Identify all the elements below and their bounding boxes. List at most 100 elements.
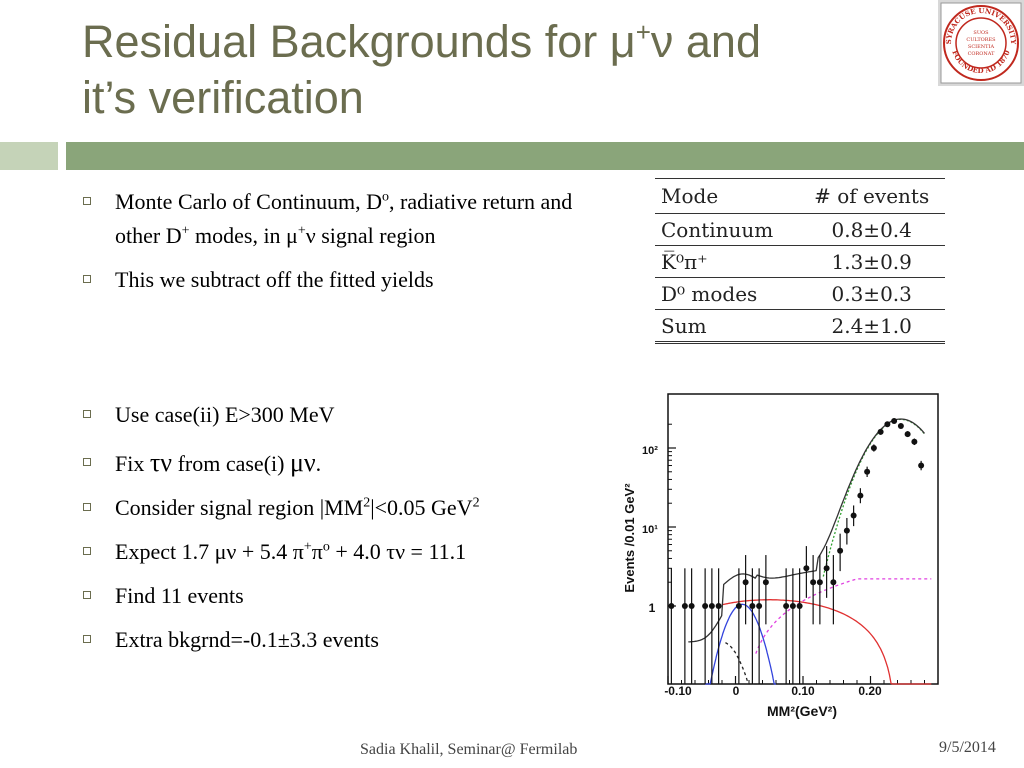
seal-motto-2: CULTORES xyxy=(966,37,996,43)
square-bullet-icon xyxy=(83,275,91,283)
bullet-text: Fix τν from case(i) μν. xyxy=(115,448,322,477)
bullet-item: Extra bkgrnd=-0.1±3.3 events xyxy=(80,623,595,657)
header-accent-bar xyxy=(66,142,1024,170)
data-point xyxy=(816,579,823,586)
data-point xyxy=(735,603,742,609)
bullet-text: Monte Carlo of Continuum, Do, radiative … xyxy=(115,189,573,248)
data-point xyxy=(783,603,790,609)
data-point xyxy=(891,417,898,424)
data-point xyxy=(837,547,844,554)
data-point xyxy=(911,438,918,445)
bullet-text: Consider signal region |MM2|<0.05 GeV2 xyxy=(115,495,480,520)
data-point xyxy=(864,468,871,475)
data-point xyxy=(688,603,695,609)
magenta-dashed-curve xyxy=(755,578,932,654)
bullet-text: This we subtract off the fitted yields xyxy=(115,267,434,292)
bullet-text: Extra bkgrnd=-0.1±3.3 events xyxy=(115,627,379,652)
x-tick-label: 0 xyxy=(733,684,740,698)
x-tick-label: 0.10 xyxy=(791,684,815,698)
square-bullet-icon xyxy=(83,547,91,555)
square-bullet-icon xyxy=(83,635,91,643)
x-tick-label: -0.10 xyxy=(664,684,692,698)
bullet-text: Find 11 events xyxy=(115,583,244,608)
data-point xyxy=(877,428,884,435)
square-bullet-icon xyxy=(83,503,91,511)
header-accent-bar-left xyxy=(0,142,58,170)
title-line-2: it’s verification xyxy=(82,72,364,123)
seal-motto-3: SCIENTIA xyxy=(968,44,995,50)
data-point xyxy=(823,565,830,572)
y-tick-label: 10² xyxy=(642,445,658,457)
data-point xyxy=(749,603,756,609)
data-point xyxy=(918,462,925,469)
data-point xyxy=(715,603,722,609)
data-point xyxy=(789,603,796,609)
plot-data-points xyxy=(668,417,925,684)
data-point xyxy=(803,565,810,572)
data-point xyxy=(668,603,675,609)
events-cell: 0.8±0.4 xyxy=(798,213,945,246)
bullet-item: Use case(ii) E>300 MeV xyxy=(80,398,595,432)
plot-frame xyxy=(667,393,939,685)
bullet-text: Expect 1.7 μν + 5.4 π+πo + 4.0 τν = 11.1 xyxy=(115,539,467,564)
data-point xyxy=(762,579,769,586)
table-header-events: # of events xyxy=(798,178,945,214)
plot-curves xyxy=(688,418,932,685)
data-point xyxy=(857,492,864,499)
data-point xyxy=(681,603,688,609)
events-cell: 2.4±1.0 xyxy=(798,309,945,344)
y-tick-label: 1 xyxy=(649,601,656,615)
data-point xyxy=(702,603,709,609)
events-cell: 1.3±0.9 xyxy=(798,245,945,278)
bullet-item: Consider signal region |MM2|<0.05 GeV2 xyxy=(80,491,595,525)
title-line-1: Residual Backgrounds for μ+ν and xyxy=(82,16,761,67)
seal-motto-1: SUOS xyxy=(973,30,989,36)
data-point xyxy=(796,603,803,609)
data-point xyxy=(850,512,857,519)
bullet-item: This we subtract off the fitted yields xyxy=(80,263,595,297)
data-point xyxy=(810,579,817,586)
data-point xyxy=(897,422,904,429)
events-cell: 0.3±0.3 xyxy=(798,277,945,310)
data-point xyxy=(843,527,850,534)
mm2-distribution-plot: -0.10 0 0.10 0.20 1 10¹ 10² MM²(GeV²) Ev… xyxy=(622,393,939,719)
background-events-table: Mode # of events Continuum 0.8±0.4 K̅⁰π⁺ 1… xyxy=(655,178,945,344)
bullet-list: Monte Carlo of Continuum, Do, radiative … xyxy=(80,185,595,657)
square-bullet-icon xyxy=(83,458,91,466)
table-row: D⁰ modes 0.3±0.3 xyxy=(655,277,945,310)
data-point xyxy=(708,603,715,609)
slide-date: 9/5/2014 xyxy=(939,739,996,756)
data-point xyxy=(884,421,891,428)
total-fit-curve xyxy=(688,418,925,643)
mode-cell: D⁰ modes xyxy=(655,277,799,310)
bullet-item: Monte Carlo of Continuum, Do, radiative … xyxy=(80,185,595,253)
bullet-item: Find 11 events xyxy=(80,579,595,613)
table-row: Continuum 0.8±0.4 xyxy=(655,213,945,246)
y-tick-label: 10¹ xyxy=(642,524,658,536)
mode-cell: K̅⁰π⁺ xyxy=(655,245,799,278)
footer-text: Sadia Khalil, Seminar@ Fermilab xyxy=(360,741,578,758)
x-tick-label: 0.20 xyxy=(858,684,882,698)
square-bullet-icon xyxy=(83,197,91,205)
square-bullet-icon xyxy=(83,591,91,599)
data-point xyxy=(756,603,763,609)
bullet-item: Fix τν from case(i) μν. xyxy=(80,446,595,481)
bullet-item: Expect 1.7 μν + 5.4 π+πo + 4.0 τν = 11.1 xyxy=(80,535,595,569)
data-point xyxy=(904,431,911,438)
x-axis-label: MM²(GeV²) xyxy=(767,703,837,719)
data-point xyxy=(830,579,837,586)
data-point xyxy=(742,579,749,586)
mode-cell: Continuum xyxy=(655,213,799,246)
plot-tick-marks xyxy=(667,423,939,684)
y-axis-label: Events /0.01 GeV² xyxy=(622,483,637,593)
mode-cell: Sum xyxy=(655,309,799,344)
square-bullet-icon xyxy=(83,410,91,418)
data-point xyxy=(870,445,877,451)
table-row: Sum 2.4±1.0 xyxy=(655,309,945,344)
red-curve xyxy=(721,599,932,685)
slide-title: Residual Backgrounds for μ+ν and it’s ve… xyxy=(82,14,942,126)
seal-motto-4: CORONAT xyxy=(968,51,996,57)
table-header-mode: Mode xyxy=(655,178,799,214)
syracuse-university-seal: SYRACUSE UNIVERSITY FOUNDED AD 1870 SUOS… xyxy=(938,0,1024,86)
bullet-text: Use case(ii) E>300 MeV xyxy=(115,402,335,427)
